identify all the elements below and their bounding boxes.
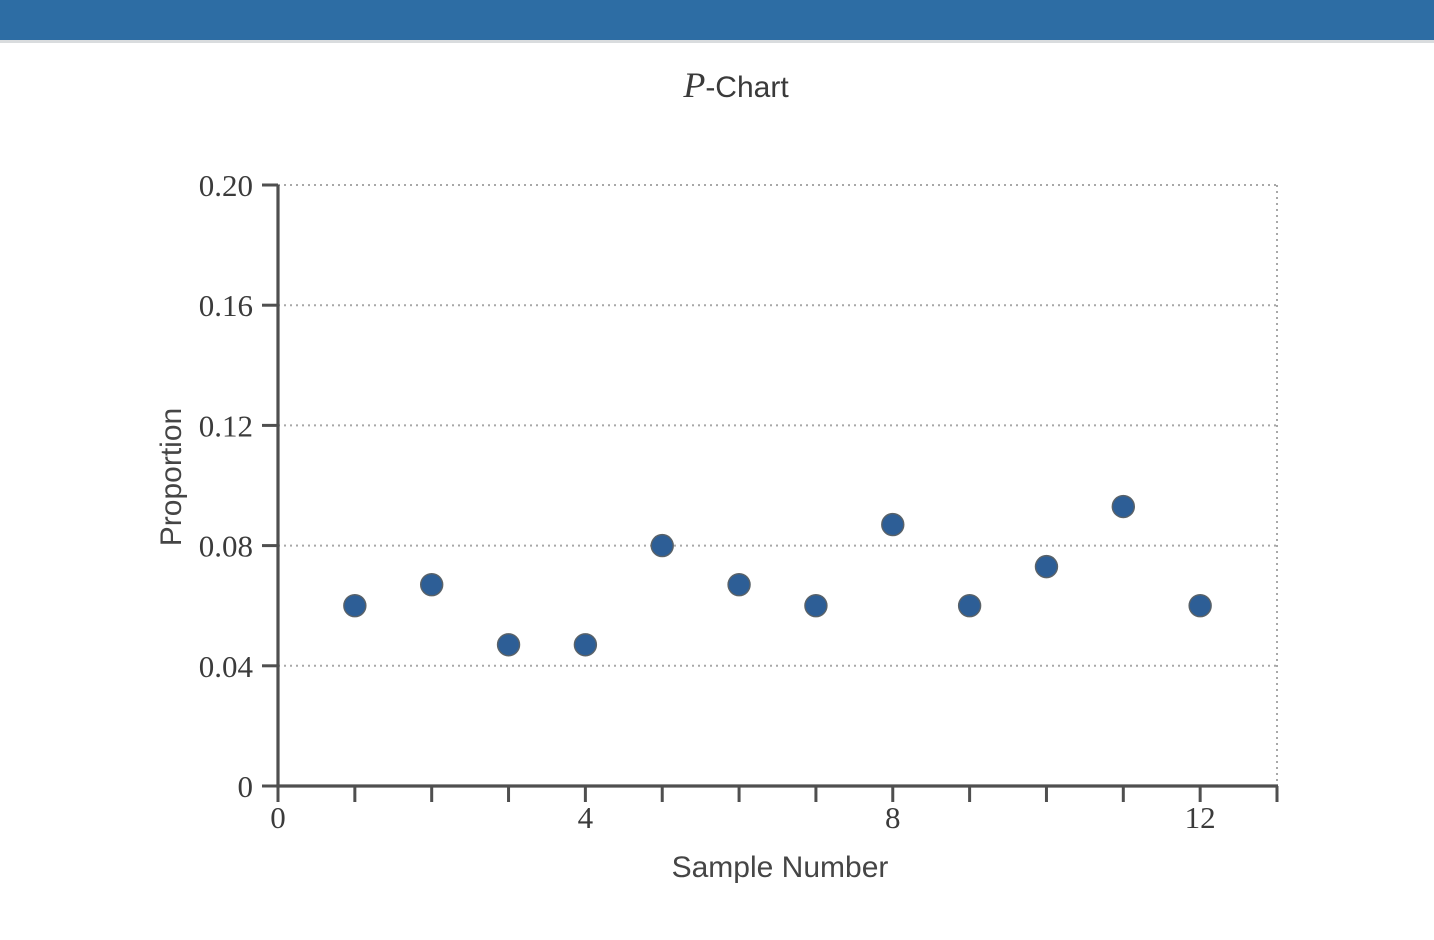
point-layer <box>343 494 1212 657</box>
chart-title-text: -Chart <box>705 71 789 104</box>
y-tick-label: 0.04 <box>199 649 254 684</box>
y-tick-label: 0.20 <box>199 168 253 203</box>
x-tick-label: 8 <box>885 800 901 835</box>
x-tick-label: 0 <box>270 800 286 835</box>
data-point <box>573 633 598 657</box>
top-banner <box>0 0 1434 43</box>
grid-layer <box>278 184 1278 786</box>
y-axis-label: Proportion <box>155 408 188 546</box>
data-point <box>419 572 444 597</box>
chart-title: P-Chart <box>683 64 788 106</box>
data-point <box>881 512 905 537</box>
data-point <box>496 633 521 657</box>
y-tick-label: 0.12 <box>199 408 253 443</box>
x-axis-label: Sample Number <box>672 851 889 884</box>
y-tick-label: 0.08 <box>199 529 253 564</box>
x-tick-label: 4 <box>578 800 594 835</box>
tick-layer <box>262 183 1279 802</box>
x-tick-label: 12 <box>1185 800 1216 835</box>
data-point <box>1111 494 1136 519</box>
data-point <box>957 594 982 618</box>
data-point <box>804 594 828 618</box>
axis-layer <box>276 185 1278 788</box>
tick-label-layer: 0 0.04 0.08 0.12 0.16 0.20 0 4 8 12 <box>199 168 1216 835</box>
data-point <box>343 594 367 618</box>
data-point <box>727 572 751 597</box>
chart-title-italic-p: P <box>683 65 706 105</box>
data-point <box>1188 594 1212 618</box>
data-point <box>650 533 674 558</box>
data-point <box>1034 554 1059 579</box>
y-tick-label: 0 <box>238 769 254 804</box>
y-tick-label: 0.16 <box>199 288 253 323</box>
